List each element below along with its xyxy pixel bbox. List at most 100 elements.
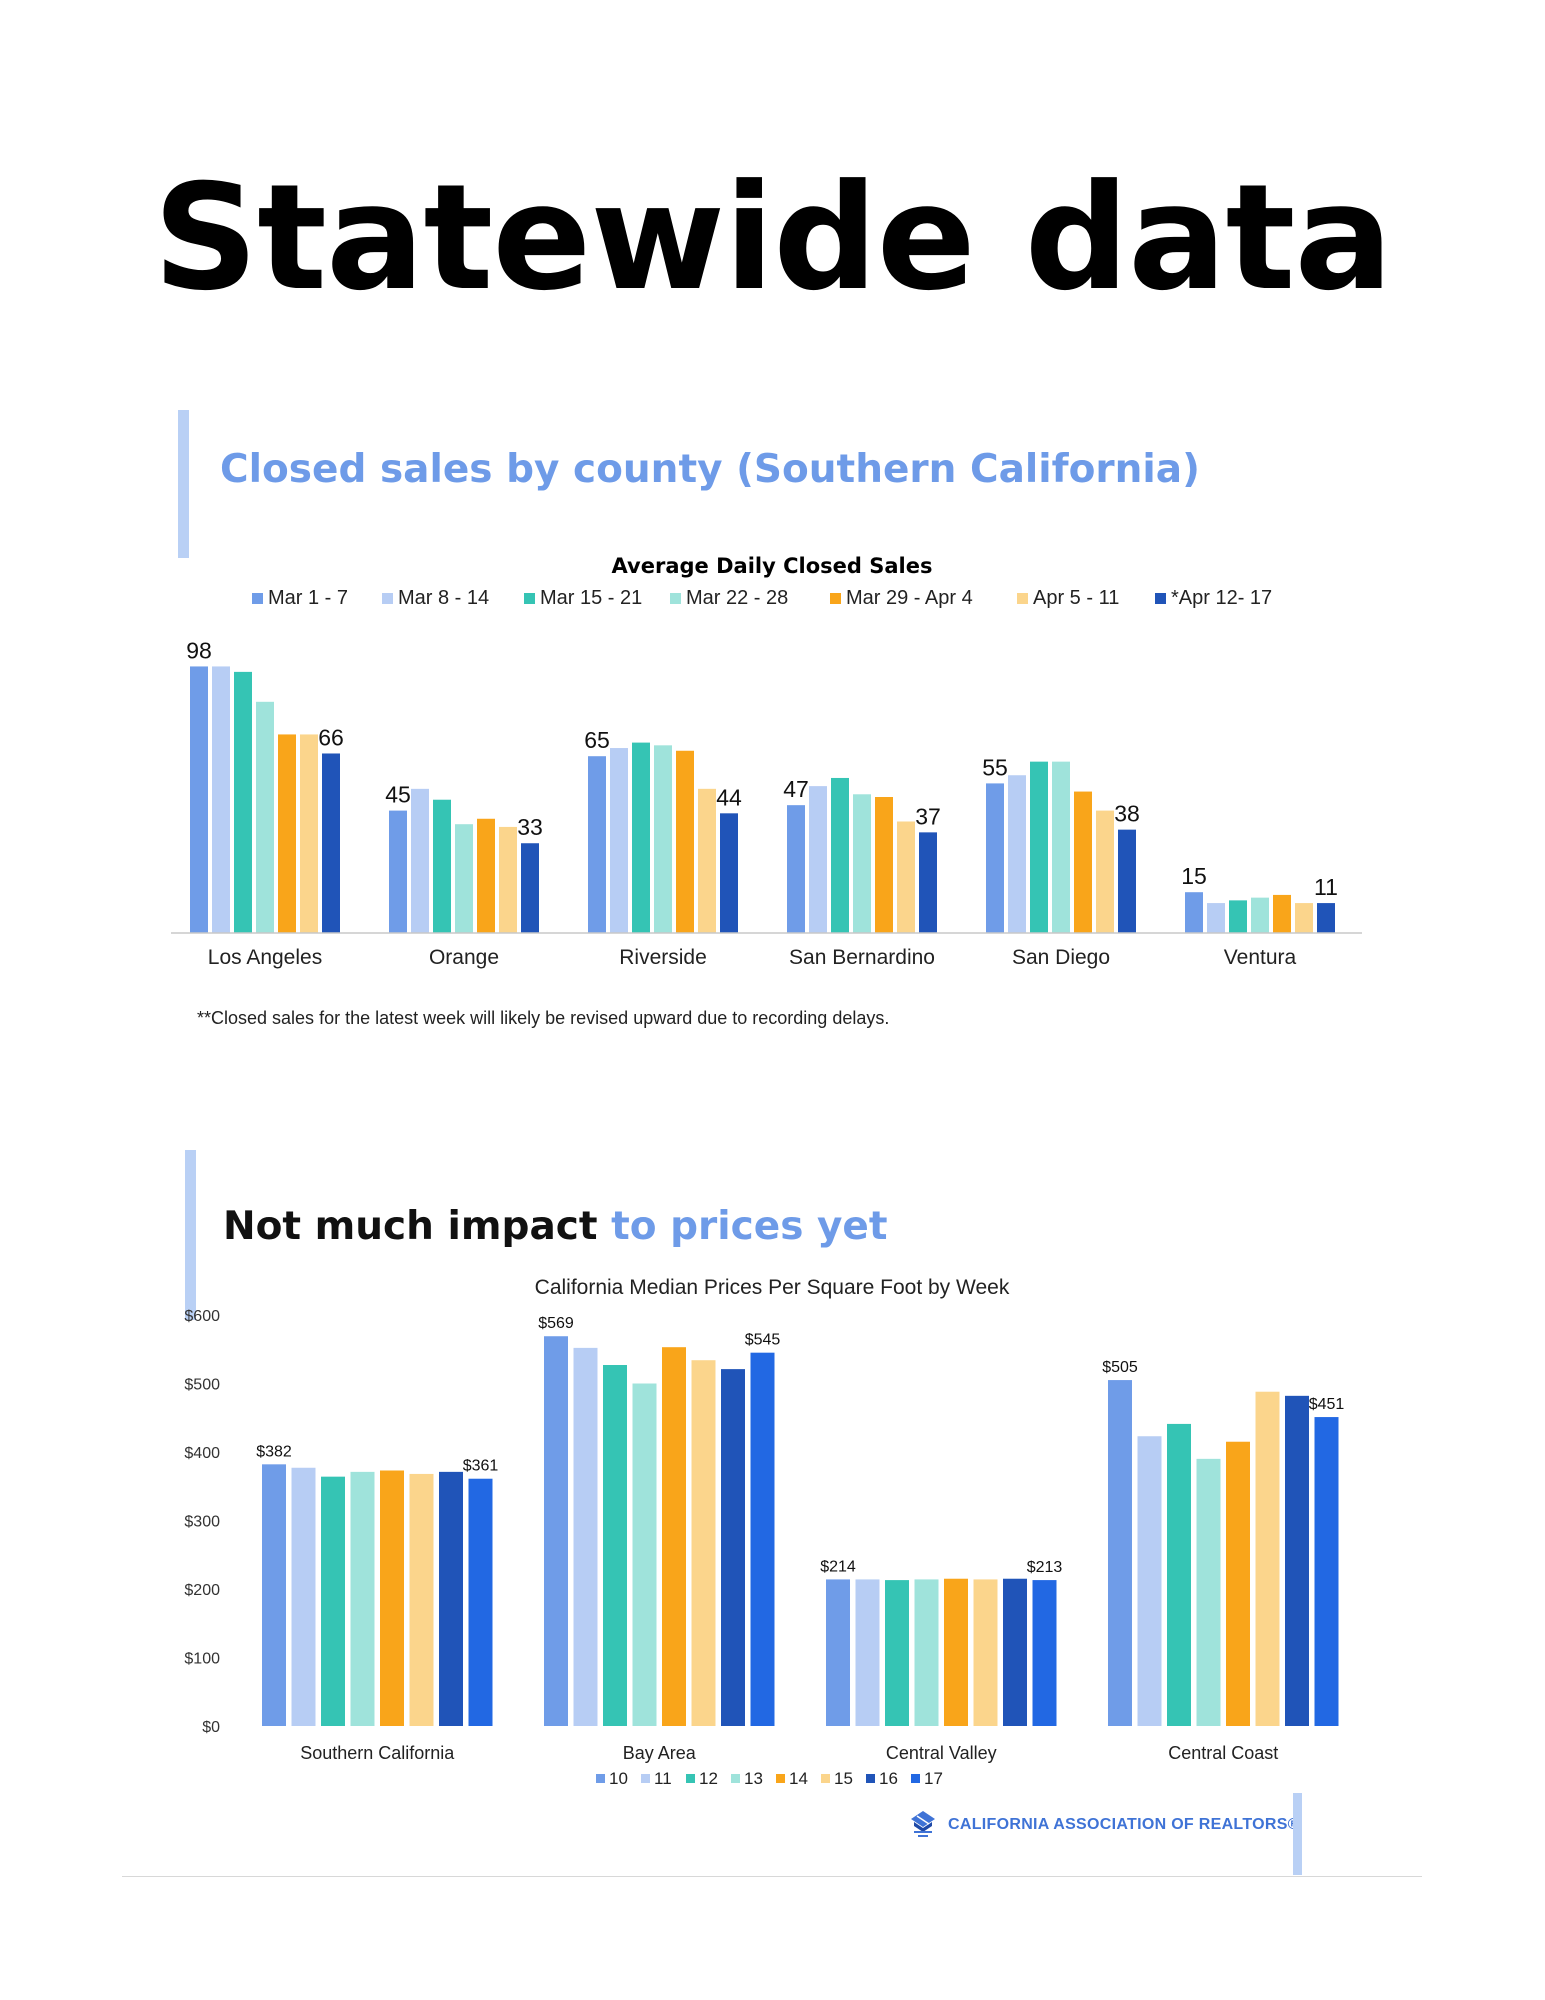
data-label-first: 55 — [982, 754, 1008, 780]
legend-swatch-Apr 5 - 11 — [1017, 593, 1028, 604]
bar-Ventura-Apr 5 - 11 — [1295, 903, 1313, 933]
bar-Riverside-Apr 5 - 11 — [698, 788, 716, 933]
x-tick-label: Orange — [429, 946, 499, 969]
bar-Los Angeles-*Apr 12- 17 — [322, 753, 340, 933]
legend-swatch-17 — [911, 1774, 920, 1783]
price-per-sqft-chart: California Median Prices Per Square Foot… — [184, 1276, 1345, 1788]
legend-swatch-16 — [866, 1774, 875, 1783]
bar-Orange-Mar 8 - 14 — [411, 788, 429, 933]
car-logo: CALIFORNIA ASSOCIATION OF REALTORS® — [910, 1810, 1300, 1840]
bar-Central Coast-17 — [1314, 1417, 1339, 1726]
data-label-first: $382 — [256, 1443, 292, 1460]
bar-Central Valley-13 — [914, 1579, 939, 1726]
bar-Central Valley-10 — [826, 1579, 850, 1726]
section2-heading-dark: Not much impact — [223, 1204, 612, 1249]
bar-Orange-Mar 22 - 28 — [455, 824, 473, 933]
bar-Southern California-15 — [409, 1473, 434, 1726]
bar-Ventura-Mar 15 - 21 — [1229, 900, 1247, 933]
legend-swatch-Mar 1 - 7 — [252, 593, 263, 604]
bar-Bay Area-10 — [544, 1336, 568, 1726]
bar-Central Coast-12 — [1167, 1423, 1191, 1726]
section2-accent-bar — [185, 1150, 196, 1320]
data-label-last: 38 — [1114, 801, 1140, 827]
bar-Riverside-Mar 8 - 14 — [610, 748, 628, 933]
legend-swatch-11 — [641, 1774, 650, 1783]
section1-heading: Closed sales by county (Southern Califor… — [220, 447, 1200, 492]
legend-swatch-15 — [821, 1774, 830, 1783]
bar-Central Coast-13 — [1196, 1458, 1221, 1726]
data-label-last: 44 — [716, 784, 742, 810]
bar-Los Angeles-Mar 8 - 14 — [212, 666, 230, 933]
data-label-last: $361 — [463, 1458, 499, 1475]
bar-Bay Area-17 — [750, 1352, 775, 1726]
legend-swatch-14 — [776, 1774, 785, 1783]
bar-Riverside-Mar 29 - Apr 4 — [676, 750, 694, 933]
bar-Orange-Mar 15 - 21 — [433, 799, 451, 933]
bar-Central Valley-14 — [944, 1578, 968, 1726]
bar-Los Angeles-Apr 5 - 11 — [300, 734, 318, 933]
x-tick-label: Southern California — [300, 1743, 455, 1763]
bar-Central Valley-17 — [1032, 1580, 1057, 1726]
closed-sales-chart: Average Daily Closed Sales Mar 1 - 7 Mar 8… — [171, 554, 1362, 969]
y-tick-label: $100 — [184, 1651, 220, 1668]
legend-label: Mar 8 - 14 — [398, 587, 489, 609]
data-label-first: $505 — [1102, 1359, 1138, 1376]
y-tick-label: $200 — [184, 1582, 220, 1599]
x-tick-label: Ventura — [1224, 946, 1297, 969]
data-label-last: $545 — [745, 1332, 781, 1349]
legend-swatch-Mar 15 - 21 — [524, 593, 535, 604]
y-tick-label: $500 — [184, 1377, 220, 1394]
bar-San Diego-Mar 8 - 14 — [1008, 775, 1026, 933]
bar-San Diego-Mar 1 - 7 — [986, 783, 1004, 933]
bar-Bay Area-12 — [603, 1365, 627, 1726]
legend-label: Mar 22 - 28 — [686, 587, 788, 609]
section1-footnote: **Closed sales for the latest week will … — [197, 1008, 890, 1028]
bar-Orange-*Apr 12- 17 — [521, 843, 539, 933]
page-title: Statewide data — [153, 153, 1393, 323]
data-label-first: 15 — [1181, 863, 1207, 889]
bar-Central Coast-14 — [1226, 1441, 1250, 1726]
bar-Orange-Apr 5 - 11 — [499, 826, 517, 933]
data-label-last: $451 — [1309, 1396, 1345, 1413]
y-tick-label: $0 — [202, 1719, 220, 1736]
data-label-last: 33 — [517, 814, 543, 840]
data-label-last: $213 — [1027, 1559, 1063, 1576]
y-tick-label: $300 — [184, 1514, 220, 1531]
bar-Orange-Mar 1 - 7 — [389, 810, 407, 933]
data-label-first: 45 — [385, 782, 411, 808]
data-label-first: 65 — [584, 727, 610, 753]
data-label-last: 11 — [1314, 874, 1338, 900]
section2-heading: Not much impact to prices yet — [223, 1204, 888, 1249]
x-tick-label: Los Angeles — [208, 946, 322, 969]
legend-swatch-Mar 8 - 14 — [382, 593, 393, 604]
bar-Southern California-17 — [468, 1478, 493, 1726]
bar-Riverside-Mar 1 - 7 — [588, 756, 606, 933]
legend-label: 10 — [609, 1769, 628, 1788]
legend-label: 13 — [744, 1769, 763, 1788]
bar-Central Coast-10 — [1108, 1380, 1132, 1726]
legend-swatch-13 — [731, 1774, 740, 1783]
bar-San Diego-*Apr 12- 17 — [1118, 829, 1136, 933]
legend-label: 11 — [654, 1769, 672, 1788]
bar-San Bernardino-Mar 1 - 7 — [787, 805, 805, 933]
bar-San Diego-Mar 15 - 21 — [1030, 761, 1048, 933]
data-label-first: 98 — [186, 637, 212, 663]
bar-San Diego-Apr 5 - 11 — [1096, 810, 1114, 933]
legend-label: Mar 29 - Apr 4 — [846, 587, 973, 609]
bar-Central Coast-16 — [1285, 1395, 1309, 1726]
bar-Central Valley-16 — [1003, 1578, 1027, 1726]
bar-Los Angeles-Mar 22 - 28 — [256, 701, 274, 933]
legend-label: Mar 1 - 7 — [268, 587, 348, 609]
x-tick-label: Bay Area — [623, 1743, 697, 1763]
bar-Southern California-11 — [291, 1467, 316, 1726]
section1-accent-bar — [178, 410, 189, 558]
bar-Riverside-*Apr 12- 17 — [720, 813, 738, 933]
data-label-first: 47 — [783, 776, 809, 802]
legend-label: 14 — [789, 1769, 808, 1788]
chart-title: Average Daily Closed Sales — [612, 554, 933, 578]
y-tick-label: $400 — [184, 1445, 220, 1462]
legend-swatch-*Apr 12- 17 — [1155, 593, 1166, 604]
bar-Central Coast-11 — [1137, 1436, 1162, 1726]
data-label-first: $214 — [820, 1558, 856, 1575]
bar-Southern California-14 — [380, 1470, 404, 1726]
